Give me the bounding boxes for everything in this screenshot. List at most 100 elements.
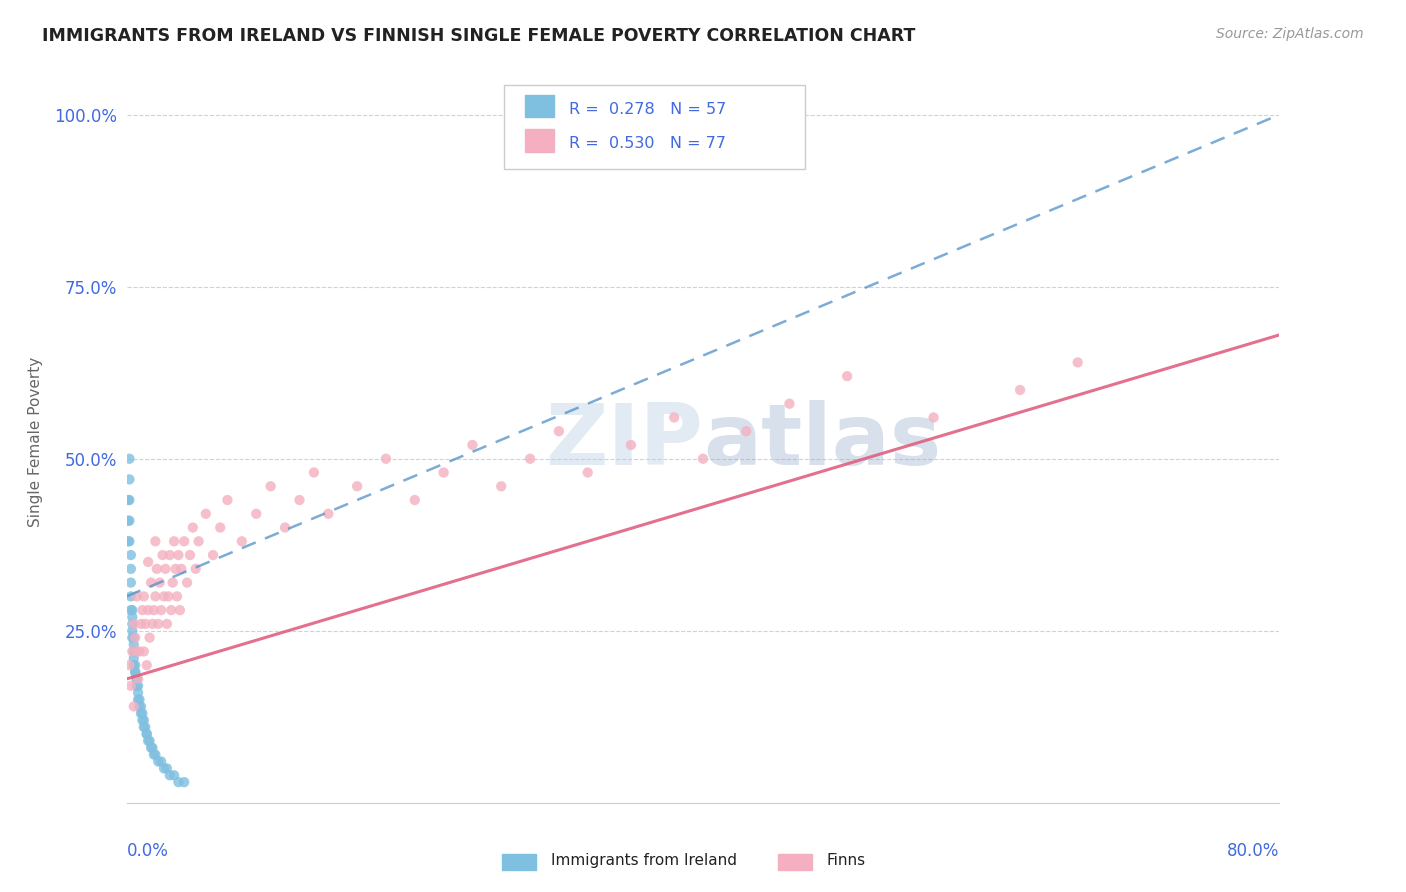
Point bbox=[122, 616, 145, 631]
Point bbox=[779, 397, 801, 411]
Text: 0.0%: 0.0% bbox=[127, 842, 169, 860]
Point bbox=[167, 548, 190, 562]
Point bbox=[433, 466, 456, 480]
Point bbox=[127, 686, 149, 700]
Point bbox=[149, 575, 172, 590]
Point bbox=[146, 562, 169, 576]
Text: Source: ZipAtlas.com: Source: ZipAtlas.com bbox=[1216, 27, 1364, 41]
Point bbox=[179, 548, 201, 562]
Point bbox=[121, 631, 143, 645]
Point bbox=[138, 631, 160, 645]
Point bbox=[461, 438, 484, 452]
Point bbox=[150, 755, 173, 769]
Point bbox=[145, 534, 166, 549]
Point bbox=[131, 713, 153, 727]
Point bbox=[274, 520, 297, 534]
Point bbox=[122, 651, 145, 665]
Point bbox=[346, 479, 368, 493]
Point bbox=[129, 706, 152, 721]
Point bbox=[194, 507, 217, 521]
Bar bbox=[502, 855, 536, 870]
Point bbox=[173, 534, 195, 549]
Point bbox=[124, 658, 146, 673]
Point bbox=[118, 514, 141, 528]
Point bbox=[167, 775, 190, 789]
Point bbox=[128, 699, 150, 714]
Point bbox=[217, 493, 239, 508]
Point bbox=[131, 706, 153, 721]
Point bbox=[117, 493, 139, 508]
Point bbox=[125, 672, 148, 686]
Point bbox=[148, 616, 170, 631]
Point bbox=[176, 575, 198, 590]
Point bbox=[153, 590, 176, 604]
Point bbox=[142, 603, 165, 617]
Point bbox=[141, 616, 163, 631]
Point bbox=[125, 672, 148, 686]
Point bbox=[125, 644, 148, 658]
Point bbox=[139, 740, 162, 755]
Point bbox=[124, 665, 146, 679]
Point bbox=[118, 451, 141, 466]
Point bbox=[122, 631, 145, 645]
Point bbox=[231, 534, 253, 549]
Point bbox=[136, 603, 159, 617]
Point bbox=[620, 438, 643, 452]
Point bbox=[135, 727, 157, 741]
Bar bbox=[778, 855, 813, 870]
Point bbox=[156, 761, 179, 775]
Point bbox=[124, 665, 146, 679]
Point bbox=[170, 562, 193, 576]
Point bbox=[118, 658, 141, 673]
Text: ZIP: ZIP bbox=[546, 400, 703, 483]
Point bbox=[692, 451, 714, 466]
Point bbox=[117, 534, 139, 549]
Point bbox=[132, 713, 155, 727]
Point bbox=[169, 603, 191, 617]
Point bbox=[184, 562, 207, 576]
Point bbox=[160, 603, 183, 617]
Point bbox=[122, 644, 145, 658]
Point bbox=[136, 734, 159, 748]
Point bbox=[127, 679, 149, 693]
Point bbox=[1067, 355, 1090, 369]
Point bbox=[145, 590, 166, 604]
Point bbox=[118, 493, 141, 508]
Point bbox=[136, 555, 159, 569]
Point bbox=[576, 466, 599, 480]
Point bbox=[135, 727, 157, 741]
Text: R =  0.530   N = 77: R = 0.530 N = 77 bbox=[569, 136, 725, 152]
Text: IMMIGRANTS FROM IRELAND VS FINNISH SINGLE FEMALE POVERTY CORRELATION CHART: IMMIGRANTS FROM IRELAND VS FINNISH SINGL… bbox=[42, 27, 915, 45]
Point bbox=[125, 679, 148, 693]
Bar bbox=[524, 95, 554, 117]
Point bbox=[129, 616, 152, 631]
Bar bbox=[524, 129, 554, 152]
Point bbox=[173, 775, 195, 789]
Point bbox=[139, 575, 162, 590]
Point bbox=[118, 472, 141, 486]
Point bbox=[374, 451, 398, 466]
Text: R =  0.278   N = 57: R = 0.278 N = 57 bbox=[569, 102, 727, 117]
Point bbox=[156, 616, 179, 631]
Point bbox=[1010, 383, 1032, 397]
Point bbox=[404, 493, 426, 508]
Point bbox=[519, 451, 541, 466]
Point bbox=[165, 562, 187, 576]
Point bbox=[120, 575, 142, 590]
Text: 80.0%: 80.0% bbox=[1227, 842, 1279, 860]
Point bbox=[548, 424, 571, 438]
Point bbox=[150, 603, 173, 617]
Point bbox=[166, 590, 188, 604]
Point bbox=[135, 658, 157, 673]
Point bbox=[132, 644, 155, 658]
Point bbox=[302, 466, 325, 480]
Text: atlas: atlas bbox=[703, 400, 941, 483]
Point bbox=[127, 672, 149, 686]
Point bbox=[138, 734, 160, 748]
Point bbox=[120, 548, 142, 562]
Point bbox=[491, 479, 513, 493]
Point bbox=[127, 692, 149, 706]
Text: Finns: Finns bbox=[827, 854, 866, 868]
Point bbox=[148, 755, 170, 769]
Point bbox=[187, 534, 209, 549]
